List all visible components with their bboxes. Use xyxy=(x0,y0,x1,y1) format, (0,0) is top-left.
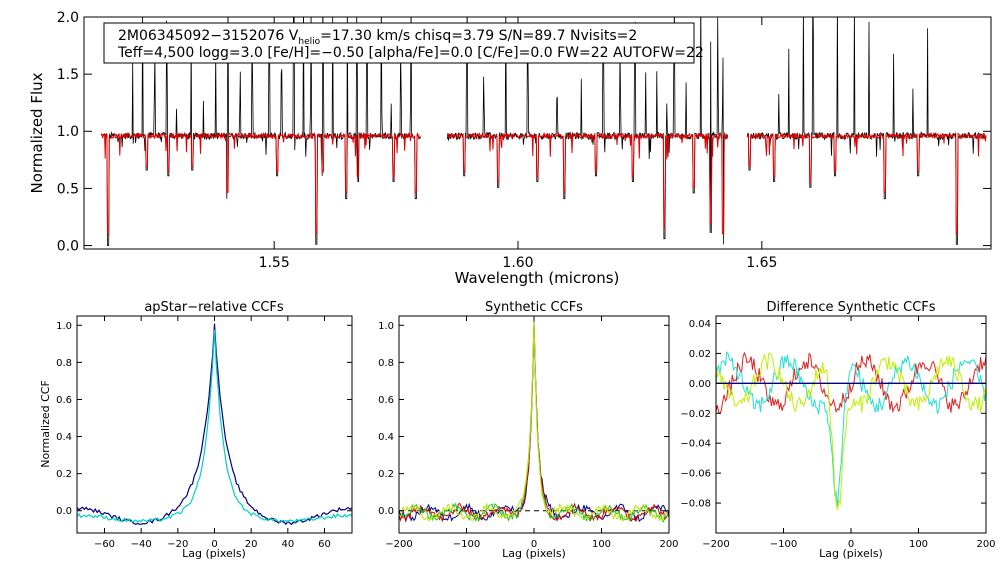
x-tick-label: 200 xyxy=(976,539,995,550)
synthetic-ccf-line-3 xyxy=(398,319,670,523)
synthetic-ccf-frame xyxy=(398,315,670,534)
difference-ccf-line-3 xyxy=(716,352,986,511)
x-tick-label: 60 xyxy=(318,539,331,550)
x-tick-label: 200 xyxy=(659,539,678,550)
y-tick-label: 0.4 xyxy=(56,432,72,443)
x-tick-label: −40 xyxy=(131,539,152,550)
y-tick-label: 1.5 xyxy=(57,67,79,83)
x-tick-label: 0 xyxy=(531,539,537,550)
y-tick-label: 0.5 xyxy=(57,181,79,197)
x-tick-label: −100 xyxy=(770,539,797,550)
difference-ccf-title: Difference Synthetic CCFs xyxy=(766,300,935,315)
synthetic-ccf-title: Synthetic CCFs xyxy=(485,300,583,315)
annotation-star-id: 2M06345092−3152076 V xyxy=(118,28,299,44)
y-tick-label: 0.2 xyxy=(378,469,394,480)
y-tick-label: −0.04 xyxy=(680,439,711,450)
y-tick-label: 0.0 xyxy=(57,238,79,254)
synthetic-ccf-line-2 xyxy=(398,321,670,523)
apstar-ccf-panel: −60 −40 −20 0 20 40 60 0.0 0.2 0.4 0.6 0.8 1.0 apSta… xyxy=(39,300,353,560)
y-tick-label: −0.02 xyxy=(680,409,711,420)
x-tick-label: 0 xyxy=(211,539,217,550)
y-tick-label: 1.0 xyxy=(378,321,394,332)
y-tick-label: 1.0 xyxy=(56,321,72,332)
y-tick-label: 1.0 xyxy=(57,124,79,140)
y-tick-label: 2.0 xyxy=(57,10,79,26)
x-tick-label: 100 xyxy=(592,539,611,550)
annotation-vhelio-sub: helio xyxy=(298,37,320,47)
synthetic-ccf-line-1 xyxy=(398,327,670,523)
y-tick-label: −0.08 xyxy=(680,499,711,510)
annotation-line2: Teff=4,500 logg=3.0 [Fe/H]=−0.50 [alpha/… xyxy=(117,45,704,61)
synthetic-ccf-xlabel: Lag (pixels) xyxy=(502,547,566,560)
synthetic-ccf-line-4 xyxy=(398,322,670,523)
annotation-line1: 2M06345092−3152076 Vhelio=17.30 km/s chi… xyxy=(118,28,637,47)
spectrum-ylabel: Normalized Flux xyxy=(28,72,46,193)
y-tick-label: 0.8 xyxy=(56,358,72,369)
x-tick-label: 1.55 xyxy=(259,255,290,271)
apstar-ccf-frame xyxy=(76,315,353,534)
x-tick-label: 100 xyxy=(909,539,928,550)
y-tick-label: −0.06 xyxy=(680,469,711,480)
apstar-ccf-ylabel: Normalized CCF xyxy=(39,380,52,468)
difference-ccf-line-1 xyxy=(716,351,986,414)
spectrum-frame xyxy=(83,16,992,250)
x-tick-label: −200 xyxy=(385,539,412,550)
x-tick-label: −60 xyxy=(94,539,115,550)
apstar-ccf-line-2 xyxy=(76,329,353,524)
y-tick-label: 0.6 xyxy=(378,395,394,406)
y-tick-label: 0.4 xyxy=(378,432,394,443)
x-tick-label: −100 xyxy=(453,539,480,550)
annotation-params: =17.30 km/s chisq=3.79 S/N=89.7 Nvisits=… xyxy=(320,28,637,44)
x-tick-label: 20 xyxy=(245,539,258,550)
synthetic-ccf-panel: −200 −100 0 100 200 0.0 0.2 0.4 0.6 0.8 1.0 Synthe… xyxy=(378,300,678,560)
y-tick-label: 0.2 xyxy=(56,469,72,480)
x-tick-label: 40 xyxy=(281,539,294,550)
y-tick-label: 0.0 xyxy=(56,506,72,517)
observed-spectrum-line xyxy=(746,17,987,245)
y-tick-label: 0.0 xyxy=(378,506,394,517)
x-tick-label: −20 xyxy=(167,539,188,550)
synthetic-spectrum-line xyxy=(100,131,421,236)
y-tick-label: 0.8 xyxy=(378,358,394,369)
y-tick-label: 0.02 xyxy=(689,349,711,360)
x-tick-label: −200 xyxy=(702,539,729,550)
y-tick-label: 0.04 xyxy=(689,319,711,330)
synthetic-spectrum-line xyxy=(446,131,729,235)
x-tick-label: 1.60 xyxy=(502,255,533,271)
apstar-ccf-title: apStar−relative CCFs xyxy=(144,300,284,315)
observed-spectrum-line xyxy=(446,17,729,245)
difference-ccf-xlabel: Lag (pixels) xyxy=(819,547,883,560)
y-tick-label: 0.00 xyxy=(689,379,711,390)
annotation-box xyxy=(103,22,695,64)
apstar-ccf-xlabel: Lag (pixels) xyxy=(182,547,246,560)
x-tick-label: 1.65 xyxy=(746,255,777,271)
spectrum-panel: 1.55 1.60 1.65 0.0 0.5 1.0 1.5 2.0 Normalized F… xyxy=(28,10,992,287)
y-tick-label: 0.6 xyxy=(56,395,72,406)
x-tick-label: 0 xyxy=(848,539,854,550)
difference-ccf-frame xyxy=(715,315,987,534)
difference-ccf-panel: −200 −100 0 100 200 −0.08 −0.06 −0.04 −0.02 0.00 0… xyxy=(680,300,995,560)
apstar-ccf-line-1 xyxy=(76,323,353,526)
synthetic-spectrum-line xyxy=(746,131,987,235)
spectrum-xlabel: Wavelength (microns) xyxy=(455,269,620,287)
difference-ccf-line-2 xyxy=(716,350,986,507)
